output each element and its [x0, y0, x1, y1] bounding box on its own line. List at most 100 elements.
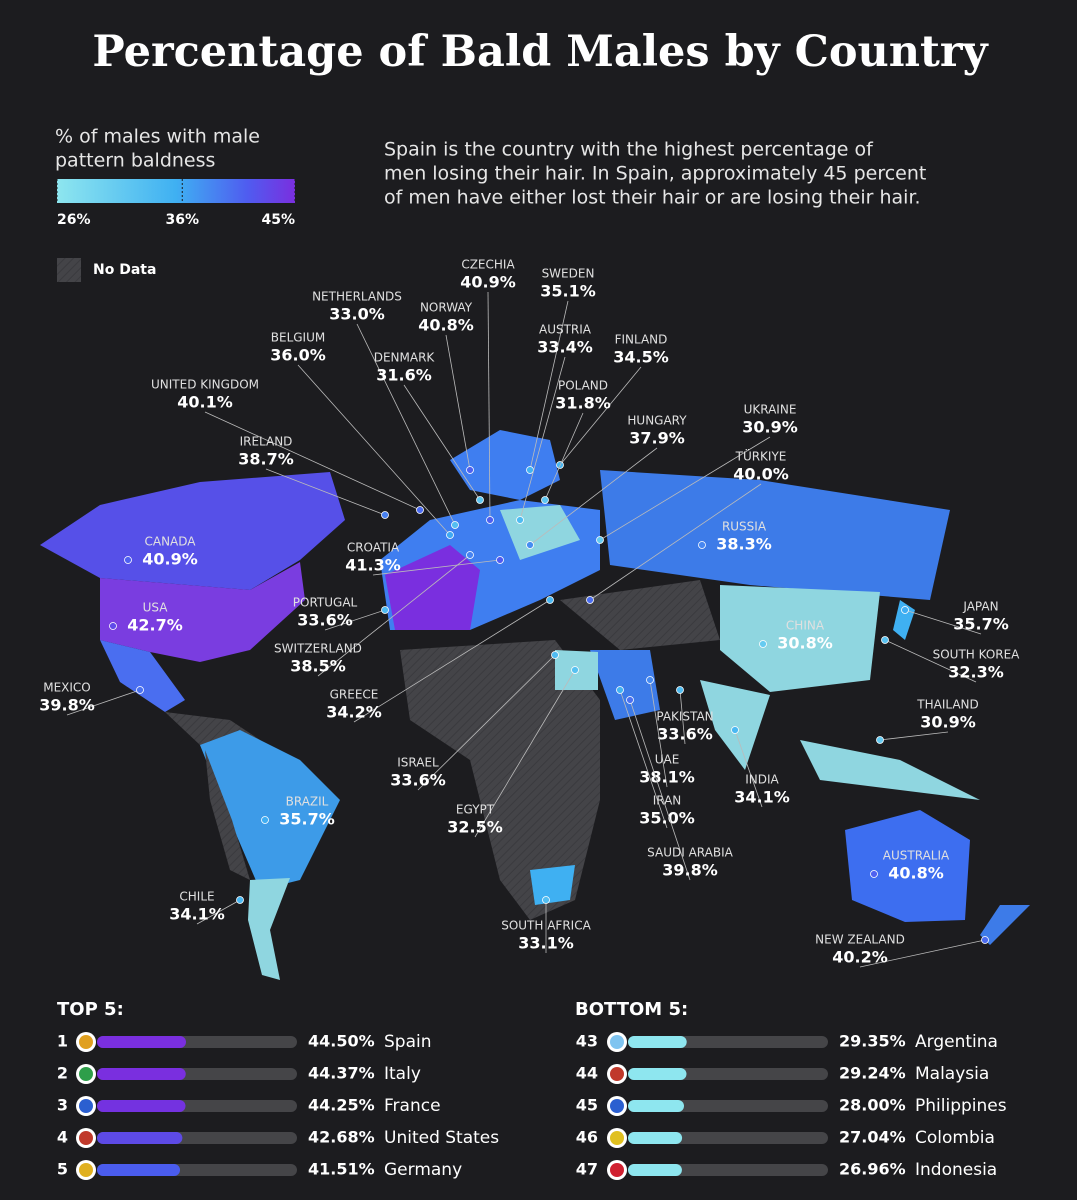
country-name: AUSTRIA	[539, 323, 592, 337]
no-data-swatch	[57, 258, 81, 282]
value-label: 42.68%	[308, 1128, 375, 1147]
value-label: 44.25%	[308, 1096, 375, 1115]
leader-line	[356, 323, 456, 526]
leader-line	[324, 609, 386, 631]
value-dot	[109, 622, 117, 630]
value-dot	[496, 556, 504, 564]
country-value: 34.2%	[326, 703, 382, 722]
rank: 44	[576, 1064, 598, 1083]
value-dot	[759, 640, 767, 648]
country-value: 36.0%	[270, 346, 326, 365]
leader-line	[487, 291, 491, 521]
leader-line	[734, 729, 763, 808]
legend-gradient	[57, 179, 295, 203]
flag	[79, 1131, 93, 1145]
flag	[79, 1035, 93, 1049]
leader-line	[529, 300, 569, 471]
rank: 5	[57, 1160, 68, 1179]
country-value: 35.7%	[279, 810, 335, 829]
country-label: Argentina	[915, 1032, 998, 1052]
flag	[79, 1163, 93, 1177]
country-name: RUSSIA	[722, 520, 767, 534]
bar	[97, 1164, 181, 1176]
value-dot	[626, 696, 634, 704]
country-label: France	[384, 1096, 441, 1116]
country-value: 34.1%	[734, 788, 790, 807]
country-value: 38.5%	[290, 657, 346, 676]
region	[700, 680, 770, 770]
value-label: 28.00%	[839, 1096, 906, 1115]
title: Percentage of Bald Males by Country	[92, 27, 989, 77]
leader-line	[66, 689, 141, 716]
country-name: PORTUGAL	[293, 596, 358, 610]
leader-line	[559, 366, 642, 466]
country-label: United States	[384, 1128, 499, 1148]
bar	[628, 1036, 687, 1048]
value-dot	[541, 496, 549, 504]
value-dot	[981, 936, 989, 944]
rank: 3	[57, 1096, 68, 1115]
leader-line	[679, 689, 686, 745]
bar	[628, 1132, 683, 1144]
country-value: 31.6%	[376, 366, 432, 385]
country-value: 39.8%	[39, 696, 95, 715]
flag	[610, 1163, 624, 1177]
leader-line	[372, 559, 501, 576]
rank: 1	[57, 1032, 68, 1051]
country-name: CZECHIA	[461, 258, 515, 272]
flag	[610, 1099, 624, 1113]
country-value: 42.7%	[127, 616, 183, 635]
country-name: UAE	[655, 753, 680, 767]
country-name: NEW ZEALAND	[815, 933, 905, 947]
bar	[97, 1036, 186, 1048]
country-value: 40.2%	[832, 948, 888, 967]
country-value: 30.9%	[742, 418, 798, 437]
region	[530, 865, 575, 905]
value-dot	[876, 736, 884, 744]
country-value: 35.7%	[953, 615, 1009, 634]
country-name: TÜRKIYE	[735, 448, 787, 464]
country-name: BELGIUM	[271, 331, 325, 345]
value-dot	[124, 556, 132, 564]
country-name: IRAN	[653, 794, 682, 808]
country-name: PAKISTAN	[656, 710, 713, 724]
value-dot	[881, 636, 889, 644]
value-dot	[596, 536, 604, 544]
country-value: 40.9%	[142, 550, 198, 569]
value-dot	[731, 726, 739, 734]
bar	[628, 1068, 687, 1080]
description: men losing their hair. In Spain, approxi…	[384, 163, 926, 185]
leader-line	[519, 356, 566, 521]
flag	[610, 1131, 624, 1145]
region	[590, 650, 660, 720]
bar	[97, 1100, 186, 1112]
flag	[79, 1099, 93, 1113]
region	[600, 470, 950, 600]
country-name: INDIA	[745, 773, 779, 787]
country-value: 38.3%	[716, 535, 772, 554]
leader-line	[879, 731, 949, 741]
country-value: 35.1%	[540, 282, 596, 301]
country-value: 40.8%	[418, 316, 474, 335]
value-dot	[901, 606, 909, 614]
region	[205, 750, 250, 880]
country-label: Malaysia	[915, 1064, 989, 1084]
leader-line	[649, 679, 668, 788]
region	[800, 740, 980, 800]
rank: 47	[576, 1160, 598, 1179]
leader-line	[196, 899, 241, 925]
value-dot	[236, 896, 244, 904]
country-name: GREECE	[330, 688, 379, 702]
leader-line	[204, 411, 421, 511]
country-name: BRAZIL	[286, 795, 329, 809]
country-value: 33.1%	[518, 934, 574, 953]
country-name: CROATIA	[347, 541, 400, 555]
value-dot	[516, 516, 524, 524]
rank: 43	[576, 1032, 598, 1051]
country-value: 33.6%	[390, 771, 446, 790]
value-dot	[616, 686, 624, 694]
value-dot	[551, 651, 559, 659]
leader-line	[474, 669, 576, 838]
country-value: 31.8%	[555, 394, 611, 413]
